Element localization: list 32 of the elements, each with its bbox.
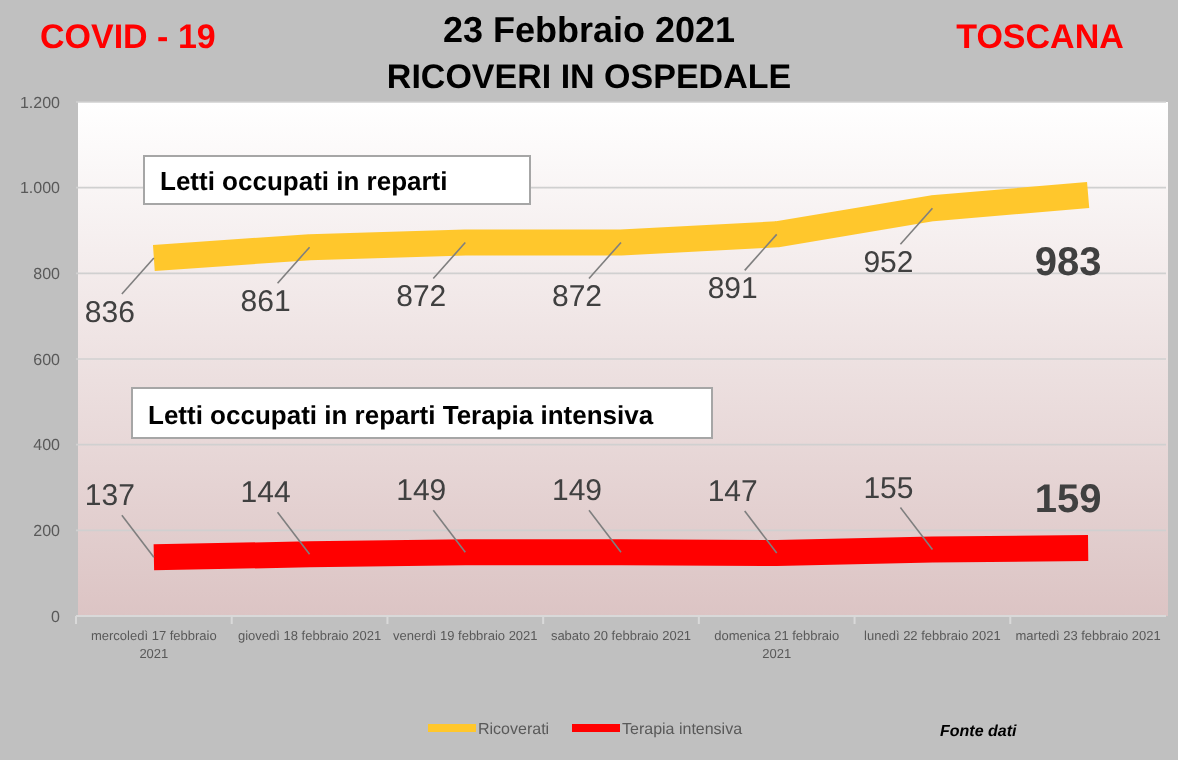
y-tick-label: 1.200 bbox=[19, 93, 62, 112]
data-label: 983 bbox=[1034, 240, 1102, 285]
y-tick-label: 400 bbox=[33, 436, 62, 455]
data-label: 149 bbox=[396, 474, 447, 509]
data-label: 149 bbox=[551, 474, 603, 509]
annotation: Letti occupati in reparti Terapia intensiva bbox=[148, 400, 655, 430]
y-tick-label: 200 bbox=[33, 521, 62, 540]
legend-label: Ricoverati bbox=[478, 719, 550, 738]
y-tick-label: 800 bbox=[33, 264, 62, 283]
legend-label: Terapia intensiva bbox=[622, 719, 744, 738]
chart-title: 23 Febbraio 2021 bbox=[442, 10, 736, 50]
text: COVID - 19 bbox=[40, 18, 216, 56]
data-label: 137 bbox=[84, 479, 135, 514]
text-box: Letti occupati in reparti Terapia intensiva bbox=[131, 387, 713, 439]
text: TOSCANA bbox=[956, 18, 1124, 56]
y-tick-label: 0 bbox=[51, 607, 62, 626]
data-label: 155 bbox=[863, 471, 914, 506]
data-label: 891 bbox=[707, 272, 758, 307]
data-label: 861 bbox=[240, 285, 291, 320]
data-label: 836 bbox=[84, 295, 135, 330]
data-label: 147 bbox=[707, 475, 758, 510]
y-tick-label: 1.000 bbox=[19, 179, 62, 198]
data-label: 159 bbox=[1034, 477, 1102, 522]
data-label: 144 bbox=[240, 476, 291, 511]
text-box: Letti occupati in reparti bbox=[143, 155, 531, 205]
y-tick-label: 600 bbox=[33, 350, 62, 369]
annotation: Letti occupati in reparti bbox=[160, 166, 448, 196]
data-label: 952 bbox=[863, 246, 914, 281]
chart-subtitle: RICOVERI IN OSPEDALE bbox=[386, 58, 792, 96]
data-label: 872 bbox=[396, 280, 447, 315]
source-note: Fonte dati bbox=[940, 722, 1018, 740]
data-label: 872 bbox=[551, 280, 603, 315]
